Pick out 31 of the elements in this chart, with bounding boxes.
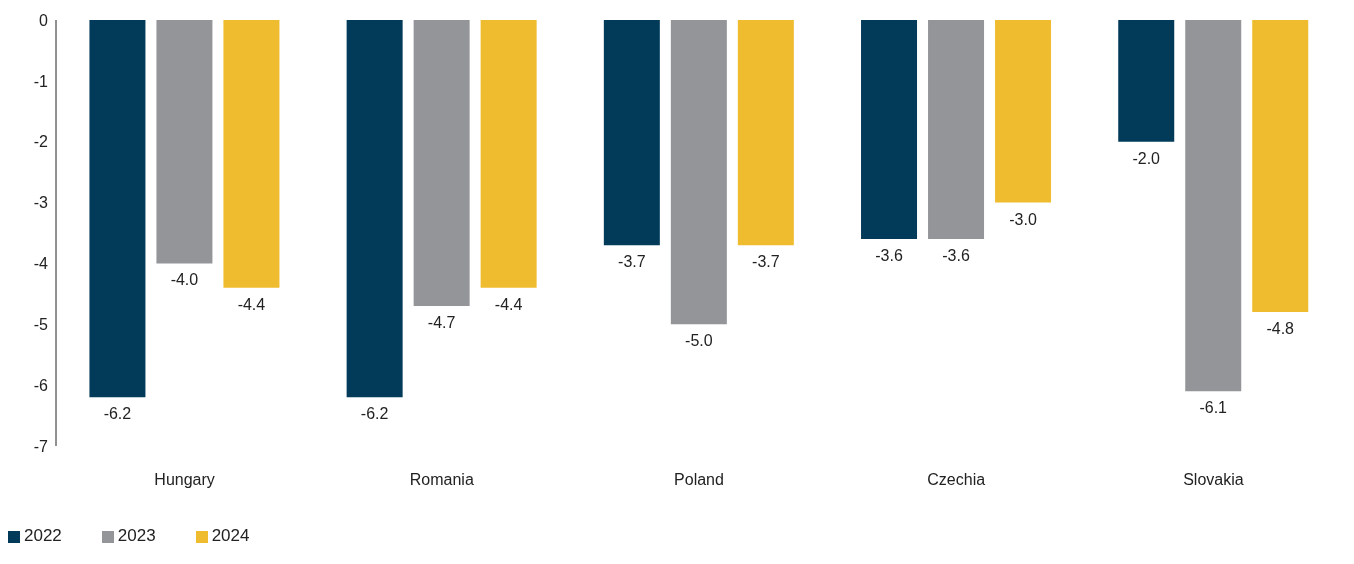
- x-tick-label: Hungary: [154, 471, 215, 489]
- legend-label: 2022: [24, 526, 62, 545]
- x-tick-label: Slovakia: [1183, 471, 1244, 489]
- y-tick-label: -5: [33, 315, 49, 333]
- data-label: -4.4: [237, 295, 266, 313]
- legend-label: 2024: [211, 526, 250, 545]
- y-tick-label: -6: [33, 376, 49, 394]
- data-label: -6.1: [1199, 399, 1228, 417]
- y-tick-label: -1: [33, 72, 49, 90]
- data-label: -3.7: [618, 253, 646, 271]
- data-label: -4.0: [170, 271, 199, 289]
- x-tick-label: Czechia: [927, 471, 986, 489]
- y-tick-label: -2: [33, 133, 49, 151]
- data-label: -3.7: [752, 253, 780, 271]
- x-tick-label: Romania: [409, 471, 474, 489]
- data-label: -4.4: [494, 295, 523, 313]
- data-label: -4.7: [427, 314, 456, 332]
- data-label: -6.2: [103, 405, 132, 423]
- data-label: -5.0: [685, 332, 713, 350]
- data-label: -3.6: [875, 247, 903, 265]
- data-label: -4.8: [1266, 320, 1295, 338]
- data-label: -6.2: [360, 405, 389, 423]
- legend-label: 2023: [117, 526, 156, 545]
- data-label: -3.6: [942, 247, 970, 265]
- y-tick-label: -4: [33, 255, 49, 273]
- y-tick-label: 0: [39, 11, 49, 29]
- y-tick-label: -3: [33, 194, 49, 212]
- data-label: -3.0: [1009, 210, 1037, 228]
- data-label: -2.0: [1132, 149, 1161, 167]
- y-tick-label: -7: [33, 437, 49, 455]
- x-tick-label: Poland: [674, 471, 724, 489]
